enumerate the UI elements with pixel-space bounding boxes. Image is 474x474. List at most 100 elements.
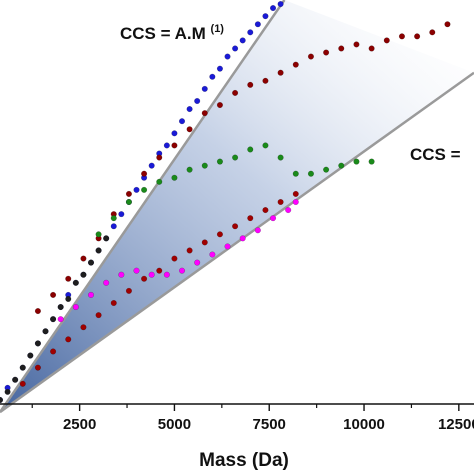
- data-point: [277, 0, 284, 8]
- data-point: [277, 154, 284, 161]
- data-point: [224, 243, 231, 250]
- data-point: [19, 380, 26, 387]
- data-point: [186, 247, 193, 254]
- x-axis: 2500 5000 7500 10000 12500: [0, 403, 474, 433]
- data-point: [444, 21, 451, 28]
- series-5: [57, 198, 299, 323]
- data-point: [110, 299, 117, 307]
- data-point: [307, 53, 314, 60]
- data-point: [292, 170, 299, 177]
- x-tick-label: 2500: [63, 416, 96, 433]
- data-point: [156, 154, 163, 161]
- data-point: [87, 259, 95, 266]
- fit-cone-shading: [0, 0, 474, 413]
- data-point: [239, 37, 246, 44]
- data-point: [262, 142, 269, 149]
- data-point: [239, 235, 246, 242]
- data-point: [80, 271, 87, 278]
- fit-line-upper: [0, 0, 286, 413]
- data-point: [50, 316, 57, 323]
- data-point: [216, 231, 223, 238]
- data-point: [171, 174, 178, 181]
- data-point: [209, 73, 216, 80]
- data-point: [232, 89, 239, 96]
- data-point: [338, 162, 345, 169]
- data-point: [4, 388, 11, 395]
- data-point: [103, 235, 110, 242]
- data-point: [186, 126, 193, 133]
- data-point: [224, 53, 231, 60]
- data-point: [262, 13, 269, 20]
- data-point: [232, 154, 239, 161]
- data-point: [232, 45, 239, 52]
- data-point: [87, 291, 95, 298]
- data-point: [338, 45, 345, 52]
- data-point: [103, 279, 110, 286]
- data-point: [110, 223, 117, 230]
- data-point: [148, 271, 155, 278]
- data-point: [247, 215, 254, 222]
- upper-fit-annotation: CCS = A.M (1): [120, 23, 224, 43]
- data-point: [254, 227, 261, 234]
- data-point: [414, 33, 421, 40]
- fit-line-lower: [0, 71, 474, 414]
- data-point: [383, 37, 390, 44]
- x-axis-title: Mass (Da): [199, 450, 289, 471]
- data-point: [65, 295, 72, 303]
- series-2: [34, 21, 451, 315]
- data-point: [141, 186, 148, 193]
- data-point: [368, 45, 375, 52]
- data-point: [216, 101, 223, 109]
- data-point: [194, 97, 201, 105]
- data-point: [262, 77, 269, 84]
- data-point: [95, 312, 102, 319]
- data-point: [307, 170, 314, 177]
- data-point: [27, 352, 34, 359]
- data-point: [156, 267, 163, 274]
- data-point: [247, 29, 254, 36]
- lower-fit-annotation: CCS =: [410, 145, 461, 164]
- data-point: [34, 364, 41, 371]
- data-point: [201, 239, 208, 246]
- data-point: [292, 190, 299, 197]
- plot-area: [0, 0, 474, 414]
- data-point: [19, 364, 26, 371]
- data-point: [65, 275, 72, 282]
- data-point: [201, 110, 208, 117]
- series-4: [95, 142, 375, 238]
- data-point: [12, 376, 19, 383]
- data-point: [292, 61, 299, 68]
- data-point: [429, 29, 436, 36]
- data-point: [72, 279, 79, 286]
- data-point: [133, 267, 140, 274]
- data-point: [171, 255, 178, 262]
- data-point: [254, 21, 261, 28]
- data-point: [247, 146, 254, 153]
- series-3: [19, 190, 299, 387]
- data-point: [163, 142, 170, 149]
- x-tick-label: 7500: [253, 416, 286, 433]
- data-point: [178, 118, 186, 125]
- data-point: [209, 251, 216, 258]
- data-point: [398, 33, 406, 40]
- data-point: [232, 223, 239, 230]
- data-point: [80, 255, 87, 262]
- data-point: [277, 69, 284, 76]
- data-point: [171, 130, 178, 137]
- data-point: [0, 396, 4, 404]
- x-tick-label: 5000: [158, 416, 191, 433]
- data-point: [201, 85, 208, 92]
- x-tick-label: 12500: [438, 416, 474, 433]
- data-point: [178, 267, 186, 274]
- data-point: [65, 336, 72, 343]
- data-point: [125, 287, 132, 294]
- data-point: [323, 166, 330, 173]
- data-point: [80, 324, 87, 331]
- data-point: [118, 271, 125, 278]
- data-point: [50, 291, 57, 298]
- data-point: [133, 186, 140, 193]
- data-point: [194, 259, 201, 266]
- data-point: [50, 348, 57, 355]
- data-point: [292, 198, 299, 206]
